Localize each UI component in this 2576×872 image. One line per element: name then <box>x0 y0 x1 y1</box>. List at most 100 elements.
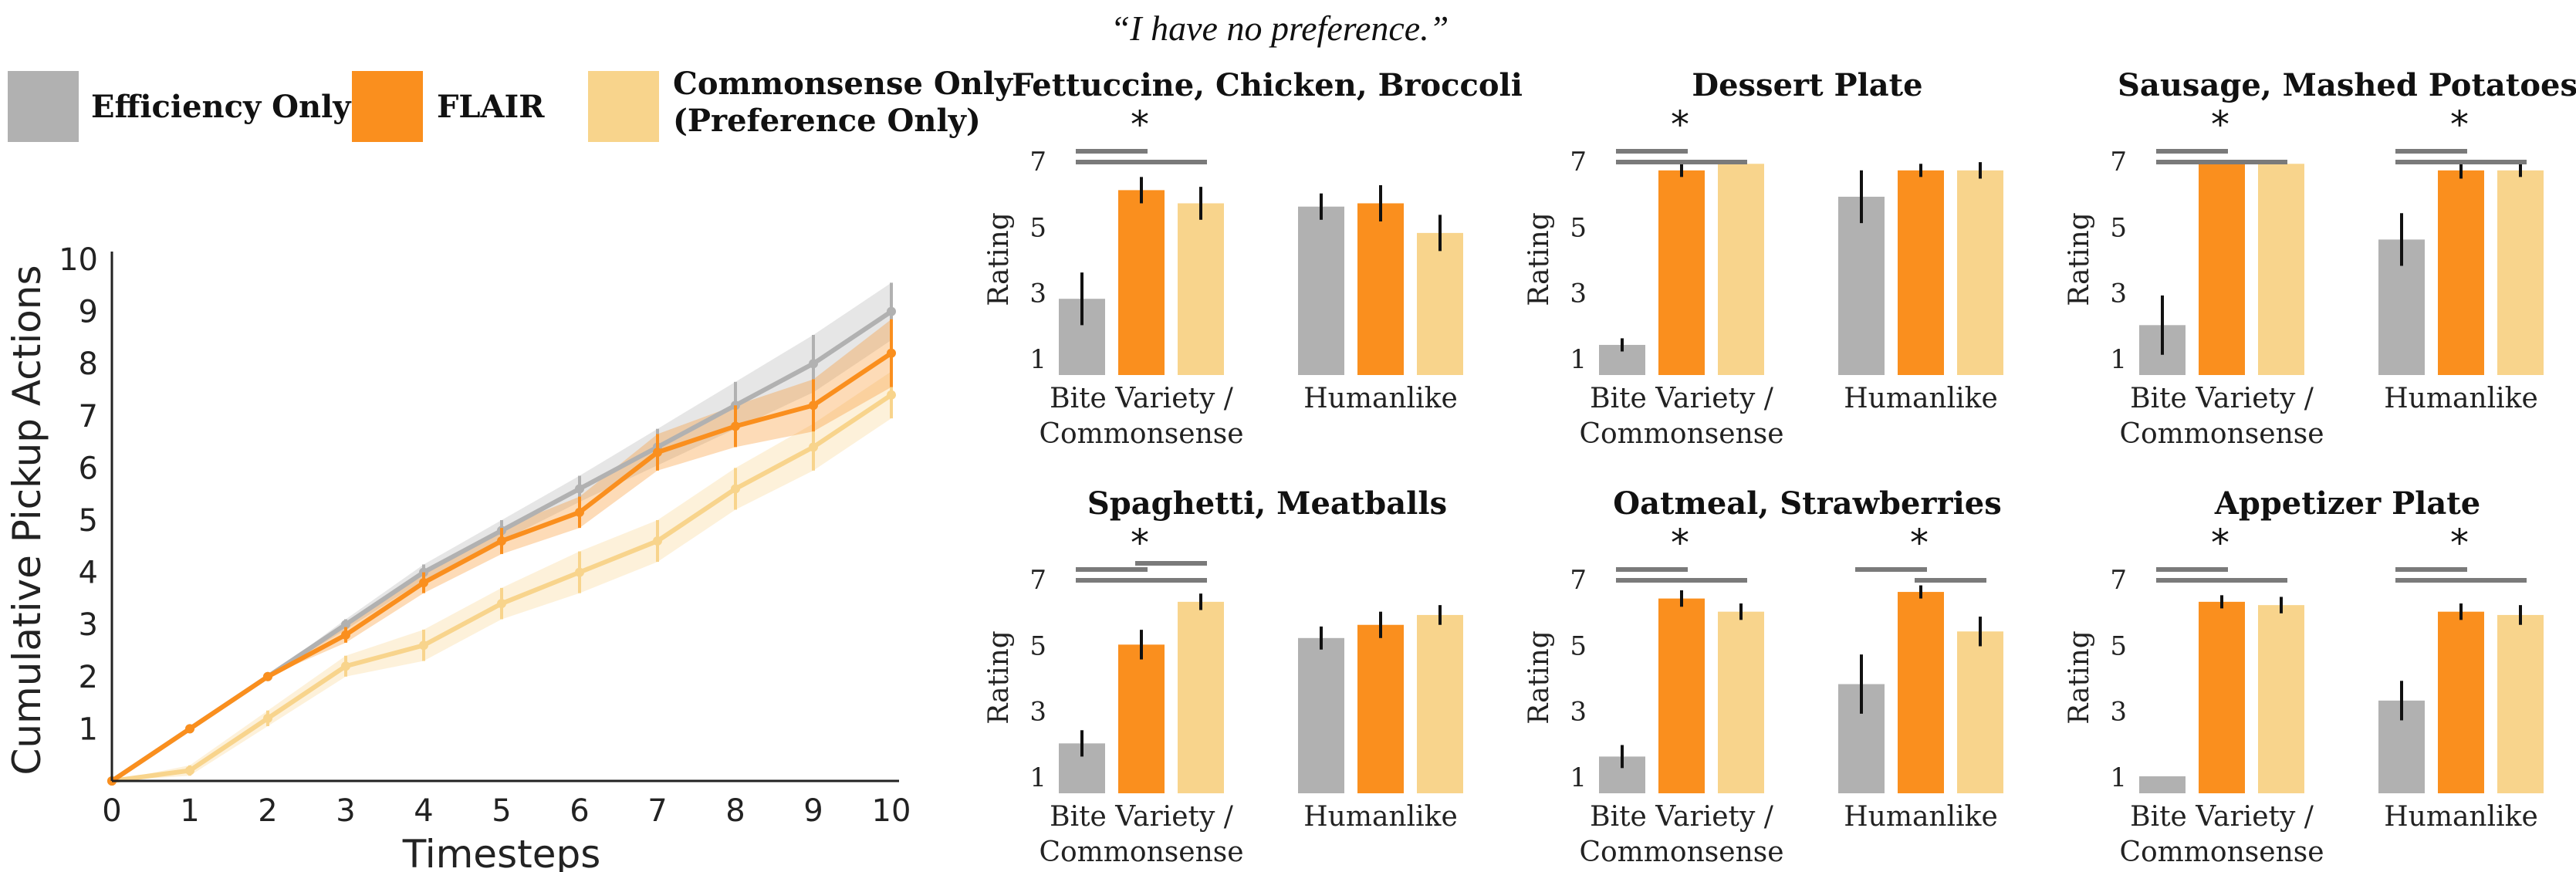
y-tick-label: 1 <box>2110 762 2127 793</box>
y-tick-label: 1 <box>2110 344 2127 375</box>
bar <box>1718 164 1764 375</box>
data-point <box>887 306 896 316</box>
bar <box>1838 196 1885 375</box>
group-label: Bite Variety / <box>1050 801 1234 833</box>
y-tick-label: 5 <box>1029 212 1046 243</box>
legend-swatch <box>8 71 79 142</box>
legend-label: Commonsense Only <box>673 66 1014 102</box>
x-tick-label: 1 <box>180 793 199 829</box>
bar-panel: Sausage, Mashed Potatoes 1 3 5 7 Rating Bite V… <box>2064 67 2576 450</box>
data-point <box>341 630 350 640</box>
bar <box>1658 598 1705 793</box>
legend: Efficiency Only FLAIR Commonsense Only(Pre… <box>8 66 1014 142</box>
x-tick-label: 5 <box>492 793 511 829</box>
data-point <box>497 599 506 609</box>
y-tick-label: 7 <box>1570 565 1587 596</box>
bar <box>2139 776 2186 793</box>
bar <box>1957 631 2003 793</box>
data-point <box>731 484 740 494</box>
bar-panel: Oatmeal, Strawberries 1 3 5 7 Rating Bite Vari… <box>1523 485 2003 868</box>
x-tick-label: 2 <box>258 793 277 829</box>
group-label: Bite Variety / <box>2130 801 2314 833</box>
y-tick-label: 1 <box>1029 762 1046 793</box>
y-tick-label: 3 <box>1570 279 1587 309</box>
data-point <box>341 620 350 630</box>
bar <box>1658 170 1705 376</box>
bar <box>2199 601 2245 793</box>
y-tick-label: 7 <box>2110 565 2127 596</box>
data-point <box>731 421 740 431</box>
group-label: Commonsense <box>2119 418 2324 450</box>
significance-star: * <box>2211 522 2229 565</box>
bar <box>1298 206 1344 375</box>
y-tick-label: 5 <box>1570 630 1587 661</box>
y-tick-label: 8 <box>79 346 98 382</box>
data-point <box>185 724 194 734</box>
bar <box>1357 624 1404 793</box>
bar-panel: Dessert Plate 1 3 5 7 Rating Bite Variety / Com… <box>1523 67 2003 450</box>
y-tick-label: 1 <box>1029 344 1046 375</box>
y-tick-label: 3 <box>1029 279 1046 309</box>
y-tick-label: 7 <box>79 399 98 434</box>
group-label: Commonsense <box>2119 837 2324 868</box>
bar-panel: Fettuccine, Chicken, Broccoli 1 3 5 7 Rating B… <box>983 67 1523 450</box>
data-point <box>185 766 194 776</box>
bar <box>1957 170 2003 376</box>
cumulative-pickup-line-chart: 0 1 2 3 4 5 6 7 8 9 10 1 2 3 4 5 6 7 8 9 10 Timesteps Cumulati… <box>5 242 911 872</box>
panel-title: Dessert Plate <box>1692 67 1922 103</box>
legend-swatch <box>352 71 423 142</box>
bar-panel: Spaghetti, Meatballs 1 3 5 7 Rating Bite Varie… <box>983 485 1463 868</box>
y-tick-label: 6 <box>79 451 98 486</box>
data-point <box>575 484 584 494</box>
figure-headline: “I have no preference.” <box>1111 8 1449 48</box>
group-label: Humanlike <box>1844 383 1998 414</box>
x-tick-label: 8 <box>725 793 745 829</box>
y-tick-label: 3 <box>2110 697 2127 728</box>
data-point <box>653 536 662 546</box>
bar <box>2438 611 2484 793</box>
y-axis-label: Rating <box>2064 212 2095 306</box>
bar <box>2258 164 2304 375</box>
data-point <box>497 536 506 546</box>
group-label: Humanlike <box>2384 801 2538 833</box>
y-tick-label: 4 <box>79 556 98 591</box>
group-label: Commonsense <box>1579 418 1783 450</box>
data-point <box>263 671 272 681</box>
significance-star: * <box>2450 522 2469 565</box>
group-label: Bite Variety / <box>1050 383 1234 414</box>
data-point <box>575 567 584 577</box>
y-axis-label: Cumulative Pickup Actions <box>5 265 49 775</box>
bar <box>1298 637 1344 793</box>
y-axis-label: Rating <box>983 630 1015 725</box>
x-tick-label: 4 <box>414 793 433 829</box>
panel-title: Appetizer Plate <box>2214 485 2480 522</box>
data-point <box>341 661 350 671</box>
y-tick-label: 1 <box>1570 762 1587 793</box>
group-label: Commonsense <box>1039 837 1243 868</box>
bar <box>2497 170 2544 376</box>
data-point <box>419 640 428 651</box>
y-tick-label: 5 <box>79 503 98 539</box>
rating-bar-charts: Fettuccine, Chicken, Broccoli 1 3 5 7 Rating B… <box>983 67 2576 868</box>
y-tick-label: 9 <box>79 295 98 330</box>
x-tick-label: 0 <box>102 793 121 829</box>
data-point <box>575 507 584 517</box>
x-tick-label: 3 <box>336 793 355 829</box>
x-tick-label: 10 <box>872 793 911 829</box>
bar <box>1417 232 1463 375</box>
y-axis-label: Rating <box>1523 212 1555 306</box>
data-point <box>809 359 818 369</box>
bar <box>1357 203 1404 375</box>
y-tick-label: 3 <box>1029 697 1046 728</box>
bar <box>2199 164 2245 375</box>
bar <box>1718 611 1764 793</box>
group-label: Humanlike <box>1303 383 1458 414</box>
group-label: Bite Variety / <box>1590 383 1774 414</box>
y-tick-label: 7 <box>2110 147 2127 177</box>
group-label: Commonsense <box>1039 418 1243 450</box>
group-label: Humanlike <box>1303 801 1458 833</box>
bar <box>1898 592 1944 793</box>
y-tick-label: 5 <box>2110 212 2127 243</box>
y-tick-label: 2 <box>79 660 98 695</box>
